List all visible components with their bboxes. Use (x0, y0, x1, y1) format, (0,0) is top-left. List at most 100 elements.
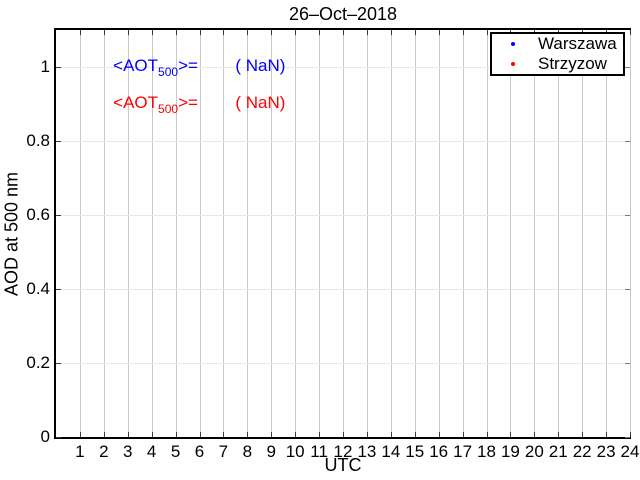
x-gridline (223, 30, 225, 437)
x-gridline (630, 30, 631, 437)
x-tick-bottom (390, 432, 392, 437)
x-tick-top (223, 30, 225, 35)
x-tick-top (366, 30, 368, 35)
y-tick-label: 0 (40, 427, 50, 446)
x-gridline (438, 30, 440, 437)
x-tick-bottom (510, 432, 512, 437)
y-tick-right (625, 363, 630, 364)
x-gridline (199, 30, 201, 437)
legend-item: Warszawa (492, 34, 623, 54)
y-tick-left (56, 67, 61, 68)
y-tick-left (56, 141, 61, 142)
y-gridline (56, 215, 630, 216)
x-gridline (319, 30, 321, 437)
x-gridline (510, 30, 512, 437)
x-gridline (271, 30, 273, 437)
x-gridline (486, 30, 488, 437)
x-tick-top (486, 30, 488, 35)
y-tick-right (625, 289, 630, 290)
x-gridline (79, 30, 81, 437)
x-tick-label: 15 (405, 442, 425, 461)
x-tick-label: 13 (357, 442, 377, 461)
x-tick-label: 14 (381, 442, 401, 461)
x-tick-top (271, 30, 273, 35)
x-gridline (414, 30, 416, 437)
x-tick-label: 22 (572, 442, 592, 461)
chart-title: 26–Oct–2018 (288, 4, 398, 24)
y-tick-label: 0.2 (26, 353, 50, 372)
x-tick-top (462, 30, 464, 35)
x-tick-bottom (462, 432, 464, 437)
y-gridline (56, 289, 630, 290)
legend-marker-dot (511, 62, 515, 66)
x-tick-bottom (175, 432, 177, 437)
annotation-aot-label: <AOT500>= (113, 56, 198, 79)
x-tick-top (438, 30, 440, 35)
x-tick-bottom (486, 432, 488, 437)
annotation-aot-label: <AOT500>= (113, 93, 198, 116)
y-tick-right (625, 437, 630, 438)
y-gridline (56, 141, 630, 142)
y-tick-left (56, 215, 61, 216)
y-tick-left (56, 363, 61, 364)
legend-item-label: Warszawa (538, 34, 617, 53)
x-tick-top (199, 30, 201, 35)
y-tick-label: 1 (40, 57, 50, 76)
x-tick-top (319, 30, 321, 35)
x-tick-top (390, 30, 392, 35)
x-tick-bottom (127, 432, 129, 437)
x-tick-label: 5 (170, 442, 181, 461)
x-tick-label: 19 (500, 442, 520, 461)
x-tick-bottom (343, 432, 344, 437)
x-tick-bottom (558, 432, 560, 437)
x-tick-label: 10 (285, 442, 305, 461)
legend-marker-dot (511, 42, 515, 46)
x-tick-bottom (534, 432, 536, 437)
x-tick-top (127, 30, 129, 35)
x-tick-top (414, 30, 416, 35)
x-gridline (582, 30, 584, 437)
y-gridline (56, 363, 630, 364)
x-tick-bottom (103, 432, 105, 437)
legend: Warszawa Strzyzow (490, 32, 625, 76)
x-gridline (462, 30, 464, 437)
x-tick-top (103, 30, 105, 35)
y-tick-label: 0.6 (26, 205, 50, 224)
x-gridline (606, 30, 608, 437)
y-axis-label: AOD at 500 nm (1, 171, 22, 296)
y-tick-right (625, 67, 630, 68)
x-gridline (151, 30, 153, 437)
x-tick-label: 20 (524, 442, 544, 461)
y-gridline (56, 67, 630, 68)
annotation-aot-value: ( NaN) (235, 93, 286, 112)
x-tick-label: 16 (429, 442, 449, 461)
x-gridline (343, 30, 344, 437)
x-tick-bottom (366, 432, 368, 437)
x-tick-top (79, 30, 81, 35)
x-tick-label: 12 (333, 442, 353, 461)
y-tick-right (625, 141, 630, 142)
x-tick-top (247, 30, 249, 35)
x-tick-bottom (271, 432, 273, 437)
x-gridline (175, 30, 177, 437)
plot-border-left (54, 28, 56, 439)
x-tick-bottom (582, 432, 584, 437)
x-gridline (127, 30, 129, 437)
x-tick-top (151, 30, 153, 35)
x-tick-label: 11 (310, 442, 328, 461)
x-tick-bottom (606, 432, 608, 437)
x-tick-label: 6 (194, 442, 205, 461)
y-tick-left (56, 437, 61, 438)
x-gridline (247, 30, 249, 437)
x-tick-label: 1 (75, 442, 85, 461)
x-tick-label: 18 (477, 442, 496, 461)
x-tick-bottom (295, 432, 297, 437)
x-tick-bottom (438, 432, 440, 437)
x-tick-label: 21 (548, 442, 568, 461)
y-tick-label: 0.8 (26, 131, 50, 150)
x-tick-label: 4 (146, 442, 157, 461)
x-axis-label: UTC (324, 455, 362, 475)
y-tick-left (56, 289, 61, 290)
legend-item-label: Strzyzow (538, 54, 607, 73)
